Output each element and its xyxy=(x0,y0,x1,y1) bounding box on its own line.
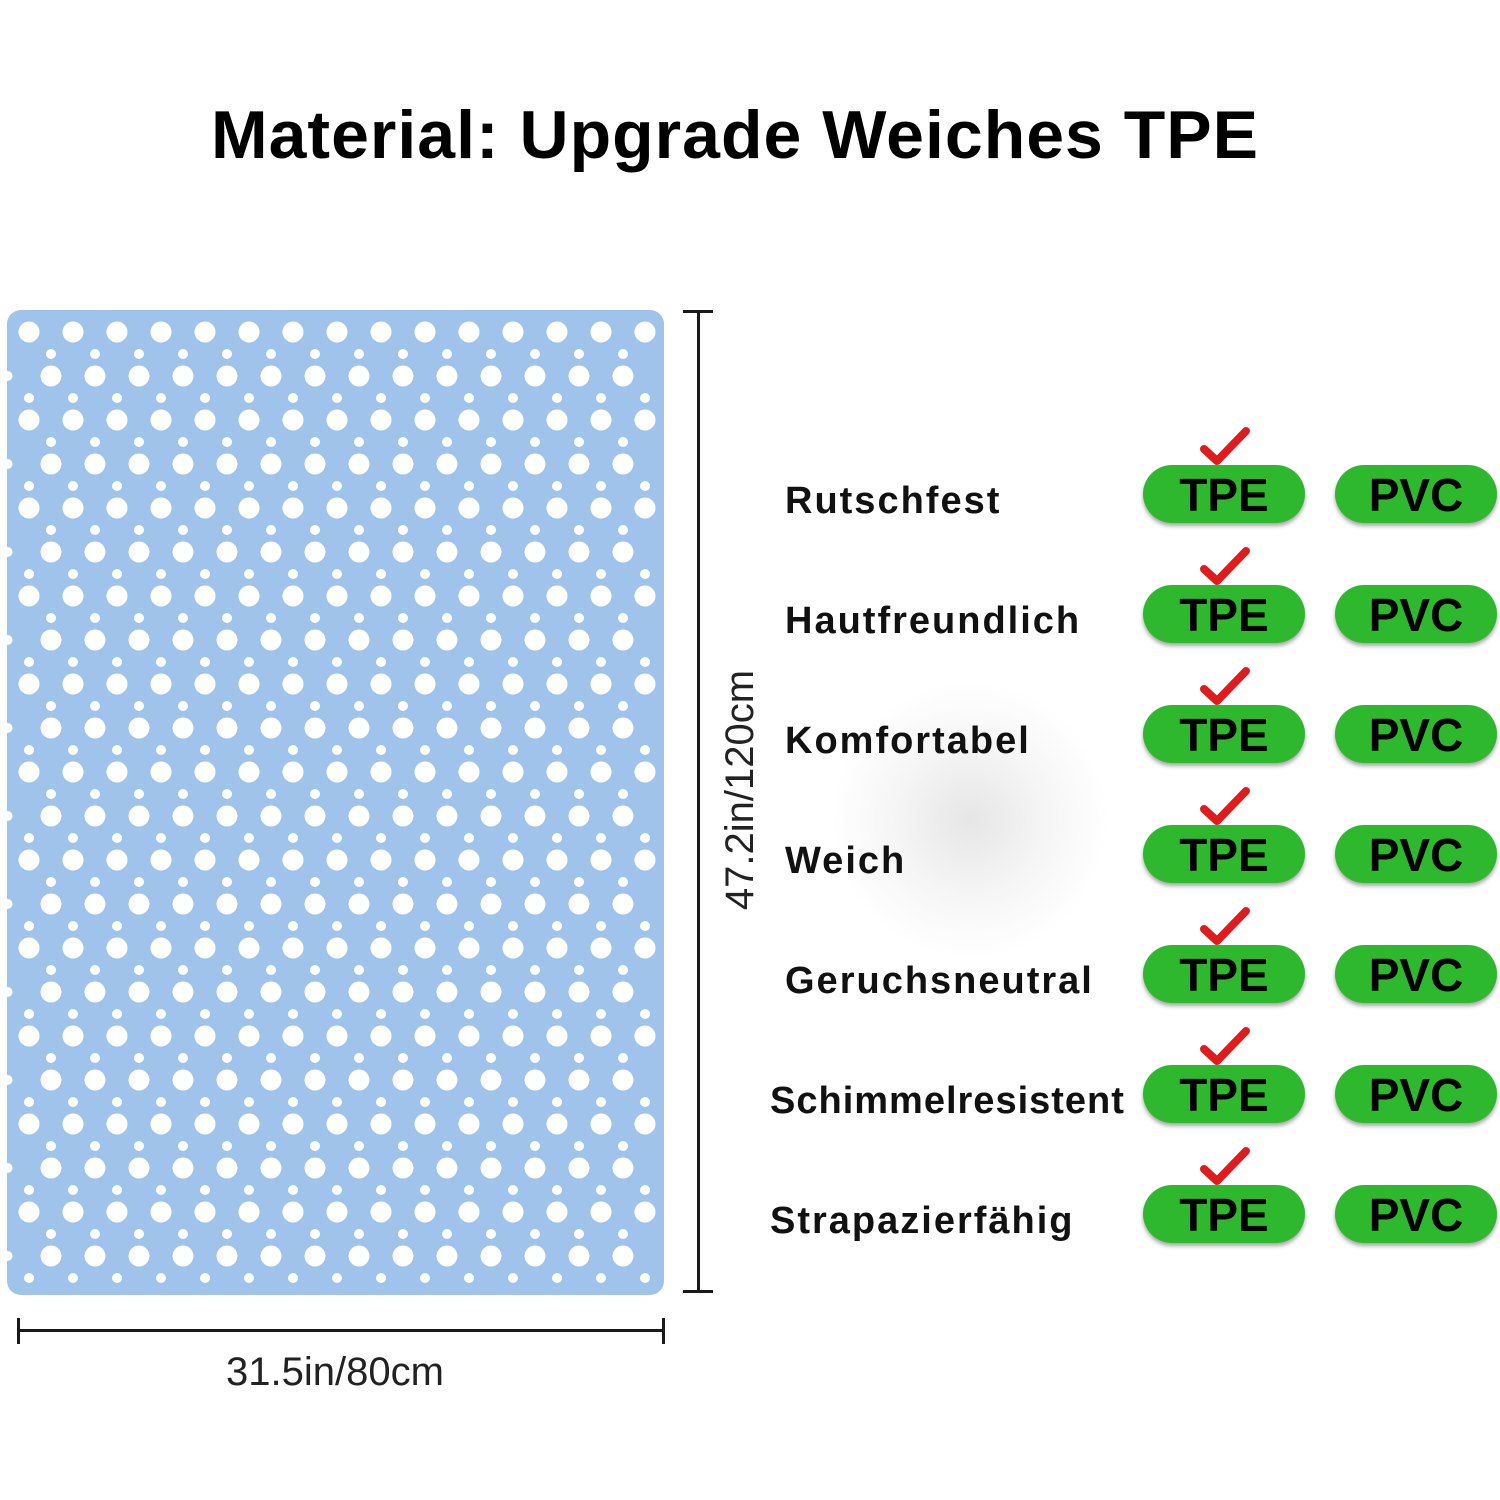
tpe-badge: TPE xyxy=(1143,465,1305,523)
page-title: Material: Upgrade Weiches TPE xyxy=(210,97,1260,173)
tpe-badge: TPE xyxy=(1143,585,1305,643)
width-dimension-line xyxy=(17,1318,665,1344)
feature-label: Geruchsneutral xyxy=(785,960,1094,1002)
pvc-badge: PVC xyxy=(1335,945,1497,1003)
background-glow xyxy=(830,680,1110,960)
pvc-badge: PVC xyxy=(1335,1065,1497,1123)
tpe-badge: TPE xyxy=(1143,825,1305,883)
check-icon xyxy=(1200,427,1250,465)
feature-label: Komfortabel xyxy=(785,720,1031,762)
check-icon xyxy=(1200,667,1250,705)
pvc-badge: PVC xyxy=(1335,825,1497,883)
pvc-badge: PVC xyxy=(1335,465,1497,523)
bath-mat-image xyxy=(7,310,664,1295)
comparison-row: Schimmelresistent TPE PVC xyxy=(0,1027,1500,1137)
comparison-row: Rutschfest TPE PVC xyxy=(0,427,1500,537)
tpe-badge: TPE xyxy=(1143,1185,1305,1243)
comparison-row: Hautfreundlich TPE PVC xyxy=(0,547,1500,657)
check-icon xyxy=(1200,1027,1250,1065)
mat-hole-pattern xyxy=(7,321,656,1283)
pvc-badge: PVC xyxy=(1335,585,1497,643)
comparison-row: Komfortabel TPE PVC xyxy=(0,667,1500,777)
feature-label: Hautfreundlich xyxy=(785,600,1082,642)
width-dimension-label: 31.5in/80cm xyxy=(226,1350,444,1394)
feature-label: Rutschfest xyxy=(785,480,1002,522)
check-icon xyxy=(1200,787,1250,825)
comparison-row: Strapazierfähig TPE PVC xyxy=(0,1147,1500,1257)
pvc-badge: PVC xyxy=(1335,705,1497,763)
check-icon xyxy=(1200,907,1250,945)
feature-label: Strapazierfähig xyxy=(770,1200,1075,1242)
tpe-badge: TPE xyxy=(1143,1065,1305,1123)
feature-label: Weich xyxy=(785,840,907,882)
tpe-badge: TPE xyxy=(1143,705,1305,763)
comparison-row: Geruchsneutral TPE PVC xyxy=(0,907,1500,1017)
height-dimension-line xyxy=(683,310,713,1293)
feature-label: Schimmelresistent xyxy=(770,1080,1125,1122)
pvc-badge: PVC xyxy=(1335,1185,1497,1243)
check-icon xyxy=(1200,547,1250,585)
check-icon xyxy=(1200,1147,1250,1185)
comparison-row: Weich TPE PVC xyxy=(0,787,1500,897)
tpe-badge: TPE xyxy=(1143,945,1305,1003)
